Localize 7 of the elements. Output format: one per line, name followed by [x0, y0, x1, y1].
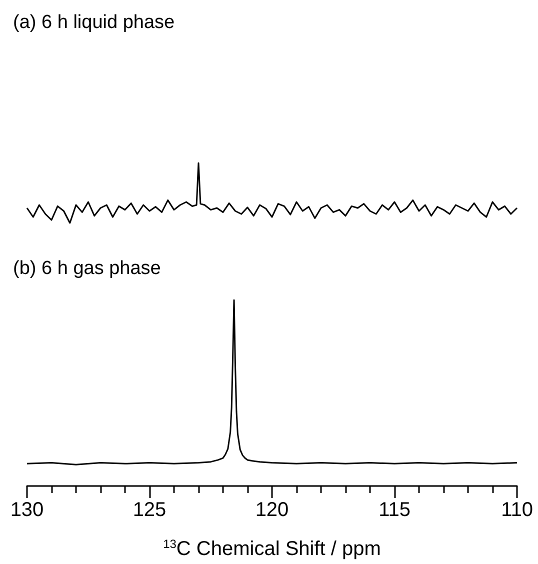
x-tick-label: 130 [10, 499, 44, 521]
x-tick-label: 115 [378, 499, 410, 521]
x-tick-label: 125 [132, 499, 166, 521]
x-tick-label: 120 [255, 499, 289, 521]
chart-title: (a) 6 h liquid phase [13, 12, 175, 33]
chart-title: (b) 6 h gas phase [13, 258, 161, 279]
x-tick-label: 110 [501, 499, 533, 521]
